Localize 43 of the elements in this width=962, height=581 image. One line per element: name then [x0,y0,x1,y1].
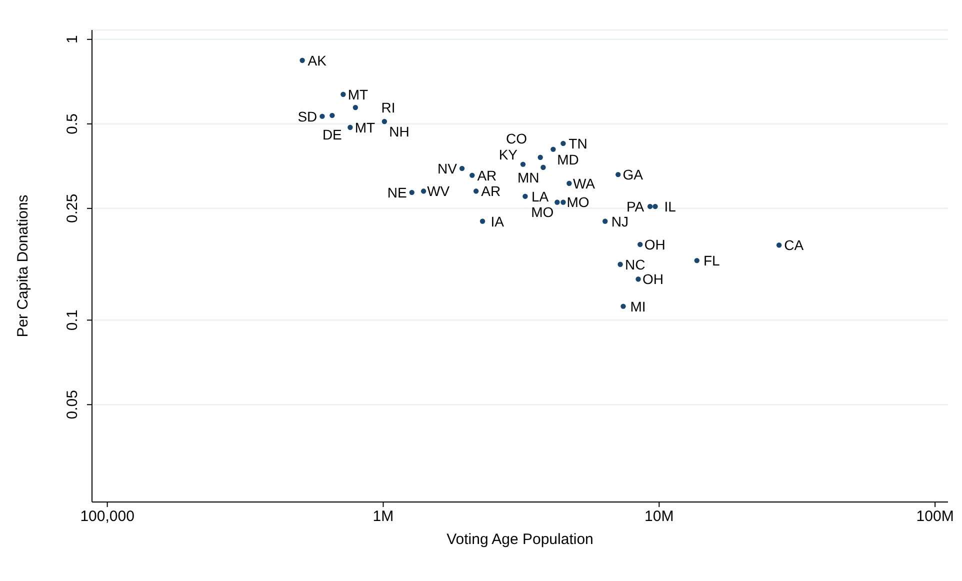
annotation: KY [498,146,518,162]
annotation: GA [622,166,644,183]
y-axis-title: Per Capita Donations [14,194,32,338]
annotation: NH [389,123,410,140]
annotation: MI [630,298,646,314]
annotation: LA [531,188,550,204]
annotation: MT [348,86,369,102]
annotation: WV [427,183,450,200]
annotation: AR [477,167,497,184]
x-tick-label: 100,000 [80,508,134,525]
x-tick-label: 1M [372,508,394,525]
annotation: DE [322,126,342,142]
annotation: MD [557,151,579,168]
annotation: CA [784,237,804,254]
annotation: MT [354,119,376,136]
annotation: IA [490,213,505,230]
annotation: SD [298,108,318,124]
annotation: AK [308,52,328,68]
annotation: PA [626,198,645,214]
y-tick-label: 0.5 [64,113,81,134]
x-tick-label: 10M [644,508,674,525]
annotation: NC [624,256,646,272]
annotation: FL [704,252,720,269]
annotation: NJ [611,213,628,230]
annotation: MO [566,194,590,210]
y-tick-label: 0.25 [64,194,81,224]
annotation: NE [387,184,407,200]
annotation: IL [664,198,676,214]
y-tick-label: 0.1 [64,310,81,331]
annotation: NV [437,160,458,176]
y-tick-label: 0.05 [64,390,81,420]
y-tick-label: 1 [64,35,81,44]
annotation: WA [572,175,596,192]
annotation: RI [381,99,396,116]
annotation: CO [506,130,528,146]
annotation: AR [481,183,501,200]
annotation: OH [642,271,664,288]
annotation: MN [518,169,540,186]
annotation: TN [568,135,588,152]
annotation: OH [644,236,666,252]
x-axis-title: Voting Age Population [446,531,594,548]
annotation: MO [531,204,554,220]
x-tick-label: 100M [916,508,954,525]
